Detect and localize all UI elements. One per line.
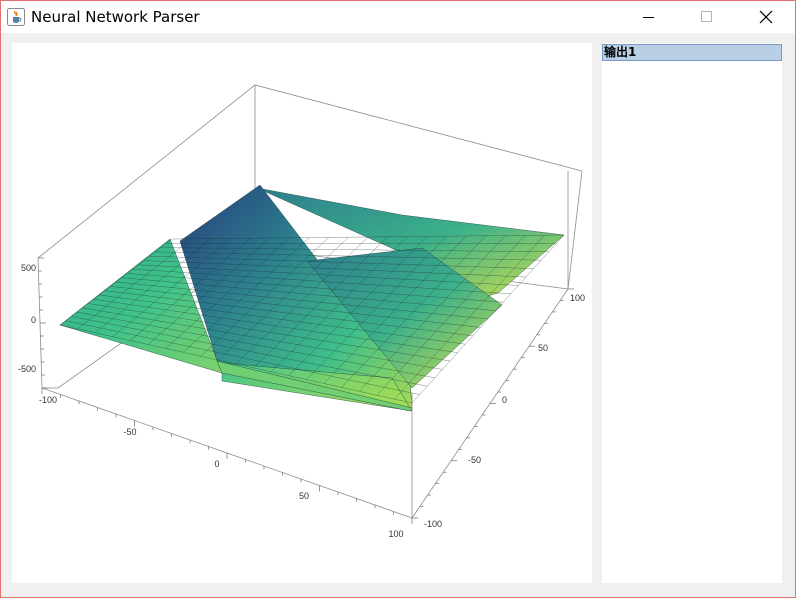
surface-center-bottom [216,360,413,412]
mesh-line [115,281,489,320]
mesh-line [93,299,458,353]
plot-panel[interactable]: 500 0 -500 -100 -50 0 50 100 -100 -50 0 [12,43,592,583]
mesh-line [394,235,545,400]
mesh-line [59,324,413,404]
output-list-panel[interactable]: 输出1 [602,43,782,583]
z-axis-labels: 500 0 -500 [18,263,36,374]
mesh-line [253,236,388,369]
title-bar[interactable]: Neural Network Parser [1,1,795,33]
mesh-line [65,320,420,395]
maximize-icon [701,11,712,22]
y-tick-label: -50 [468,455,481,465]
axis-ticks [38,257,574,524]
mesh-line [104,290,473,336]
y-tick-label: -100 [424,519,442,529]
mesh-line [271,236,408,372]
mesh-line [341,235,486,388]
mesh-line [376,235,525,396]
mesh-line [71,316,428,387]
surface [59,184,565,412]
x-tick-label: -50 [123,427,136,437]
window-title: Neural Network Parser [31,8,200,26]
z-tick-label: 500 [21,263,36,273]
minimize-icon [643,17,654,18]
close-button[interactable] [743,1,789,33]
x-tick-label: 50 [299,491,309,501]
mesh-line [411,234,565,404]
mesh-line [99,294,466,345]
x-tick-label: 100 [388,529,403,539]
surface-right [306,247,503,389]
mesh-line [306,236,447,380]
output-list-item[interactable]: 输出1 [602,44,782,61]
x-axis-labels: -100 -50 0 50 100 [39,395,404,539]
minimize-button[interactable] [626,1,672,33]
mesh-line [87,303,451,362]
y-axis-labels: -100 -50 0 50 100 [424,293,585,529]
z-tick-label: -500 [18,364,36,374]
mesh-line [323,235,467,384]
y-tick-label: 100 [570,293,585,303]
x-tick-label: -100 [39,395,57,405]
close-icon [759,10,773,24]
z-tick-label: 0 [31,315,36,325]
mesh-line [359,235,506,392]
surface-mesh [59,234,565,404]
y-tick-label: 0 [502,395,507,405]
content-area: 500 0 -500 -100 -50 0 50 100 -100 -50 0 [1,33,795,597]
x-tick-label: 0 [214,459,219,469]
maximize-button[interactable] [684,1,730,33]
java-app-icon [7,8,25,26]
mesh-line [76,311,435,378]
mesh-line [288,236,427,376]
mesh-line [110,286,481,328]
surface-plot[interactable]: 500 0 -500 -100 -50 0 50 100 -100 -50 0 [12,43,592,583]
y-tick-label: 50 [538,343,548,353]
mesh-line [82,307,443,370]
